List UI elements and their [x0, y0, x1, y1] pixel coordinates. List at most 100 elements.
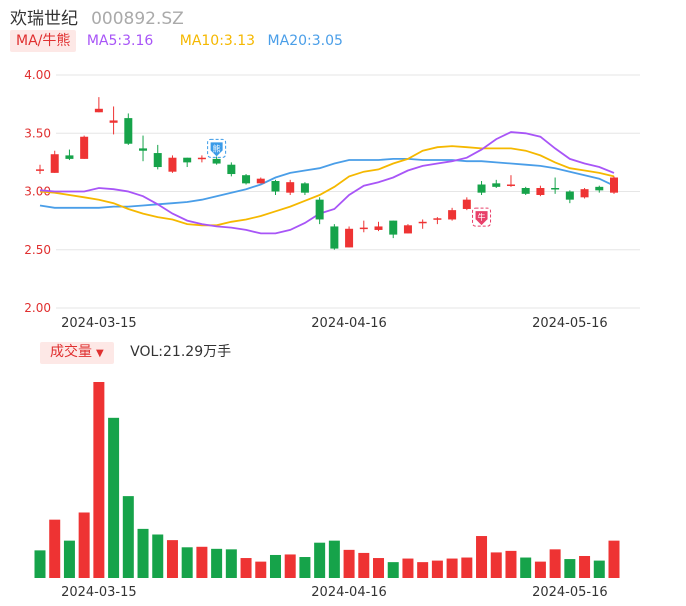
candle-body — [330, 226, 339, 249]
stock-code: 000892.SZ — [91, 9, 184, 29]
ma5-line — [39, 131, 615, 235]
volume-bar — [152, 534, 164, 578]
volume-x-tick-label: 2024-04-16 — [311, 585, 387, 600]
candle-body — [139, 148, 148, 151]
ma20-line — [39, 157, 615, 209]
candle-body — [580, 189, 589, 198]
volume-indicator-button[interactable]: 成交量 ▼ — [40, 342, 114, 364]
volume-bar — [196, 546, 208, 578]
candle-body — [418, 221, 427, 224]
candle-body — [197, 157, 206, 160]
candle-body — [359, 227, 368, 230]
y-tick-label: 2.50 — [24, 243, 51, 257]
candle-body — [374, 226, 383, 230]
candle-body — [227, 164, 236, 175]
ma10-label: MA10:3.13 — [179, 33, 256, 49]
y-tick-label: 2.00 — [24, 301, 51, 315]
candle-body — [610, 177, 618, 193]
volume-bar — [373, 558, 385, 578]
volume-bar — [34, 550, 46, 578]
volume-bar — [343, 549, 355, 578]
volume-bar — [402, 558, 414, 578]
volume-bar — [461, 557, 473, 578]
candle-body — [433, 218, 442, 220]
volume-tag-label: 成交量 — [50, 344, 92, 360]
volume-x-tick-label: 2024-05-16 — [532, 585, 608, 600]
candle-body — [595, 186, 604, 191]
volume-value: VOL:21.29万手 — [130, 344, 232, 360]
volume-bar — [328, 540, 340, 578]
candle-body — [212, 158, 221, 164]
bull-shield-icon — [475, 211, 488, 226]
volume-bar — [387, 562, 399, 578]
candle-body — [521, 188, 530, 194]
candle-body — [536, 188, 545, 195]
candle-body — [448, 210, 457, 220]
candle-body — [242, 175, 251, 184]
candle-body — [80, 136, 89, 159]
ma-toggle-button[interactable]: MA/牛熊 — [10, 30, 77, 52]
volume-bar — [476, 536, 488, 578]
volume-bar — [299, 557, 311, 578]
candle-body — [345, 228, 354, 248]
candle-body — [315, 199, 324, 220]
candle-body — [286, 182, 295, 193]
candle-body — [94, 108, 103, 113]
volume-bar — [49, 519, 61, 578]
y-tick-label: 3.50 — [24, 126, 51, 140]
price-x-tick-label: 2024-05-16 — [532, 316, 608, 331]
y-tick-label: 3.00 — [24, 185, 51, 199]
candle-body — [462, 199, 471, 209]
volume-bar — [431, 560, 443, 578]
bull-badge-label: 牛 — [478, 212, 486, 222]
candle-body — [124, 118, 133, 144]
candle-body — [506, 184, 515, 187]
volume-bar — [505, 550, 517, 578]
bull-badge-frame[interactable] — [472, 207, 492, 227]
volume-bar — [284, 554, 296, 578]
volume-bar — [520, 557, 532, 578]
candle-body — [551, 188, 560, 190]
ma20-label: MA20:3.05 — [267, 33, 343, 49]
ma-legend: MA/牛熊 MA5:3.16 MA10:3.13 MA20:3.05 — [10, 30, 343, 52]
ma10-line — [39, 145, 615, 227]
candle-body — [36, 169, 44, 171]
candle-body — [477, 184, 486, 193]
ma5-label: MA5:3.16 — [86, 33, 154, 49]
volume-bar — [63, 540, 75, 578]
volume-bar — [225, 549, 237, 578]
volume-bar — [255, 561, 267, 578]
volume-x-tick-label: 2024-03-15 — [61, 585, 137, 600]
candle-body — [183, 157, 192, 163]
volume-bar — [446, 558, 458, 578]
volume-bar — [579, 555, 591, 578]
volume-bar — [166, 540, 178, 578]
volume-bar — [564, 559, 576, 578]
candle-body — [109, 120, 118, 123]
volume-bar — [211, 548, 223, 578]
volume-bar — [417, 562, 429, 578]
volume-bar — [593, 560, 605, 578]
volume-bar — [534, 561, 546, 578]
candle-body — [168, 157, 177, 172]
candle-body — [300, 183, 309, 193]
price-x-tick-label: 2024-03-15 — [61, 316, 137, 331]
volume-bar — [122, 496, 134, 578]
volume-bar — [314, 542, 326, 578]
candle-body — [65, 155, 74, 159]
volume-bar — [490, 552, 502, 578]
caret-down-icon: ▼ — [96, 348, 104, 359]
title-row: 欢瑞世纪 000892.SZ — [10, 4, 184, 29]
candle-body — [565, 191, 574, 200]
volume-bar — [269, 554, 281, 578]
volume-bar — [93, 382, 105, 578]
volume-bar — [240, 558, 252, 578]
bear-shield-icon — [210, 142, 223, 157]
bear-badge-frame[interactable] — [207, 138, 227, 158]
volume-legend: 成交量 ▼ VOL:21.29万手 — [40, 341, 232, 364]
candle-body — [403, 225, 412, 234]
bear-badge-label: 熊 — [213, 143, 221, 153]
volume-bar — [181, 547, 193, 578]
price-x-tick-label: 2024-04-16 — [311, 316, 387, 331]
